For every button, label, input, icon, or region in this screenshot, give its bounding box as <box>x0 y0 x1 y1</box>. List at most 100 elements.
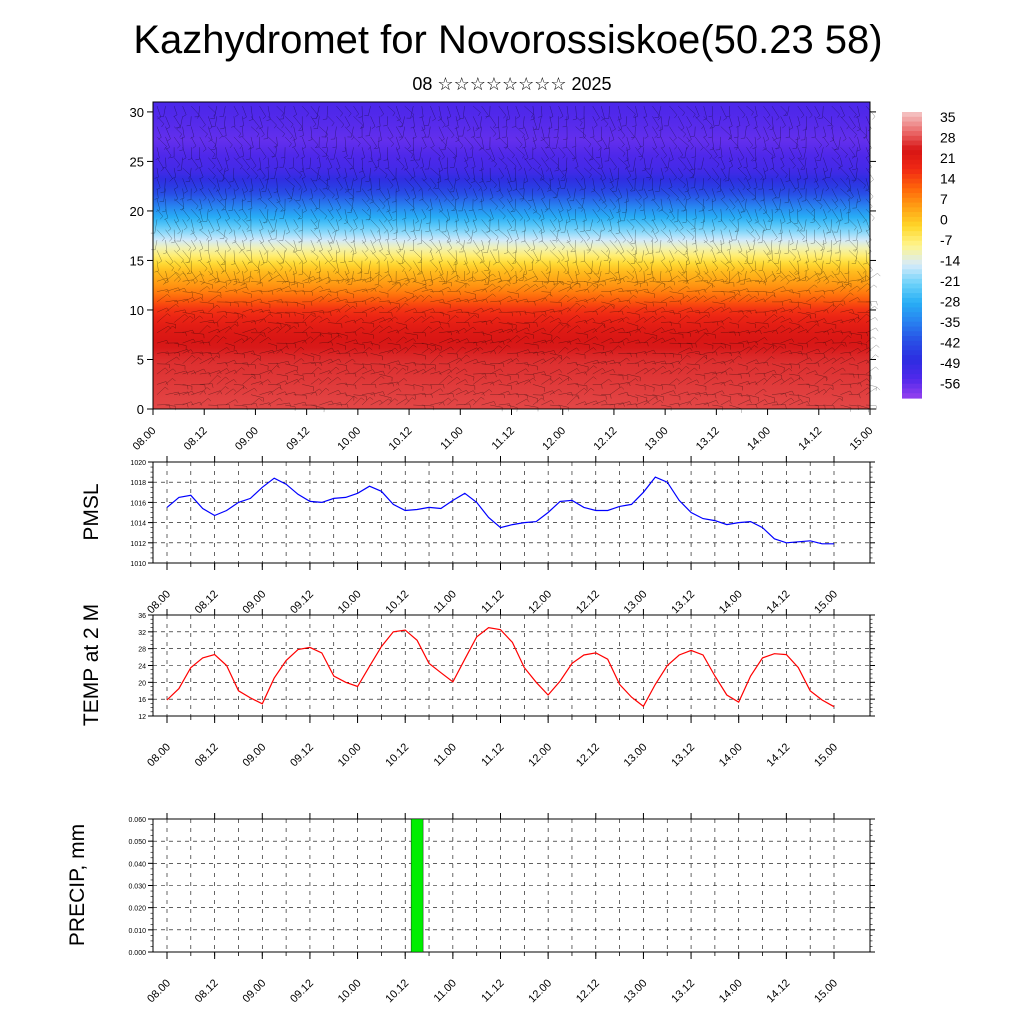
colorbar-label: -35 <box>940 314 960 330</box>
pmsl-chart: 1010 1012 1014 1016 1018 1020 08.00 08.12 09.00 0… <box>80 456 875 616</box>
x-tick-label: 10.00 <box>336 588 364 616</box>
colorbar-swatch <box>902 207 922 213</box>
colorbar-swatch <box>902 326 922 332</box>
heatmap-x-tick-label: 13.00 <box>643 425 671 453</box>
x-tick-label: 13.00 <box>622 741 650 769</box>
x-tick-label: 13.00 <box>622 588 650 616</box>
colorbar-label: -7 <box>940 232 953 248</box>
x-tick-label: 11.12 <box>479 977 506 1004</box>
heatmap-x-tick-label: 10.12 <box>387 425 415 453</box>
colorbar-swatch <box>902 369 922 375</box>
x-tick-label: 09.00 <box>240 977 268 1005</box>
x-tick-label: 12.12 <box>574 741 602 769</box>
x-tick-label: 12.00 <box>526 977 554 1005</box>
colorbar-swatch <box>902 126 922 132</box>
page-title: Kazhydromet for Novorossiskoe(50.23 58) <box>133 18 883 62</box>
y-tick-label: 1010 <box>130 561 146 568</box>
x-tick-label: 09.00 <box>240 741 268 769</box>
x-tick-label: 09.12 <box>288 588 316 616</box>
x-tick-label: 14.12 <box>765 977 793 1005</box>
colorbar-swatch <box>902 235 922 242</box>
plot-frame <box>152 614 871 717</box>
precip-chart: 0.000 0.010 0.020 0.030 0.040 0.050 0.060 08.00… <box>66 813 875 1005</box>
x-tick-label: 08.00 <box>145 741 173 769</box>
page-subtitle: 08 ☆☆☆☆☆☆☆☆ 2025 <box>412 74 612 94</box>
y-tick-label: 32 <box>138 630 146 637</box>
heatmap-y-tick-label: 20 <box>130 204 144 219</box>
y-tick-label: 20 <box>138 680 146 687</box>
x-tick-label: 08.00 <box>145 588 173 616</box>
pmsl-series-line <box>166 476 834 545</box>
y-axis-label: TEMP at 2 M <box>80 604 103 726</box>
y-tick-label: 1016 <box>130 500 146 507</box>
colorbar-swatch <box>902 307 922 313</box>
heatmap-y-tick-label: 5 <box>137 352 144 367</box>
colorbar-swatch <box>902 131 922 137</box>
heatmap-x-tick-label: 09.00 <box>233 425 261 453</box>
x-tick-label: 12.00 <box>526 741 554 769</box>
colorbar-label: -14 <box>940 253 960 269</box>
x-tick-label: 14.12 <box>765 741 793 769</box>
y-tick-label: 12 <box>138 714 146 721</box>
colorbar-swatch <box>902 374 922 380</box>
heatmap-x-tick-label: 12.12 <box>592 425 620 453</box>
y-tick-label: 0.020 <box>128 906 146 913</box>
y-tick-label: 0.030 <box>128 884 146 891</box>
heatmap-x-tick-label: 08.00 <box>131 425 159 453</box>
y-tick-label: 0.040 <box>128 861 146 868</box>
colorbar-label: 7 <box>940 191 948 207</box>
colorbar-swatch <box>902 293 922 299</box>
colorbar-swatch <box>902 288 922 294</box>
colorbar-swatch <box>902 378 922 385</box>
colorbar-swatch <box>902 159 922 166</box>
colorbar-swatch <box>902 336 922 342</box>
heatmap-x-tick-label: 14.00 <box>745 425 773 453</box>
y-tick-label: 0.050 <box>128 839 146 846</box>
colorbar-swatch <box>902 255 922 261</box>
colorbar-swatch <box>902 221 922 227</box>
colorbar-swatch <box>902 154 922 161</box>
colorbar-swatch <box>902 202 922 208</box>
y-tick-label: 1020 <box>130 460 146 467</box>
y-tick-label: 0.060 <box>128 817 146 824</box>
x-tick-label: 08.12 <box>193 977 221 1005</box>
x-tick-label: 13.12 <box>669 977 697 1005</box>
colorbar-label: -56 <box>940 376 960 392</box>
colorbar-swatch <box>902 245 922 251</box>
heatmap-x-tick-label: 13.12 <box>694 425 722 453</box>
colorbar-swatch <box>902 183 922 189</box>
heatmap-x-tick-label: 10.00 <box>335 425 363 453</box>
x-tick-label: 08.12 <box>193 588 221 616</box>
x-tick-label: 12.12 <box>574 588 602 616</box>
heatmap-x-tick-label: 11.12 <box>490 425 517 452</box>
colorbar-swatch <box>902 345 922 351</box>
colorbar-swatch <box>902 216 922 223</box>
colorbar-swatch <box>902 112 922 118</box>
colorbar-swatch <box>902 116 922 123</box>
heatmap-x-tick-label: 15.00 <box>848 425 876 453</box>
x-tick-label: 10.00 <box>336 741 364 769</box>
colorbar-swatch <box>902 302 922 309</box>
y-tick-label: 1014 <box>130 521 146 528</box>
colorbar-swatch <box>902 283 922 289</box>
colorbar-swatch <box>902 331 922 337</box>
colorbar-swatch <box>902 164 922 170</box>
x-tick-label: 14.12 <box>765 588 793 616</box>
colorbar-swatch <box>902 264 922 270</box>
heatmap-y-tick-label: 25 <box>130 154 144 169</box>
plot-frame <box>152 461 871 564</box>
plot-frame <box>152 818 871 953</box>
x-tick-label: 11.00 <box>432 588 459 615</box>
temp-2m-chart: 12 16 20 24 28 32 36 08.00 08.12 09.00 09.12 10.00 1… <box>80 604 875 769</box>
x-tick-label: 13.12 <box>669 741 697 769</box>
y-tick-label: 16 <box>138 697 146 704</box>
colorbar-swatch <box>902 355 922 361</box>
x-tick-label: 12.00 <box>526 588 554 616</box>
heatmap-y-tick-label: 10 <box>130 303 144 318</box>
colorbar-swatch <box>902 193 922 199</box>
colorbar-swatch <box>902 135 922 142</box>
heatmap-x-tick-label: 08.12 <box>182 425 210 453</box>
heatmap-x-tick-label: 12.00 <box>540 425 568 453</box>
y-axis-label: PMSL <box>80 483 103 540</box>
colorbar-swatch <box>902 169 922 175</box>
